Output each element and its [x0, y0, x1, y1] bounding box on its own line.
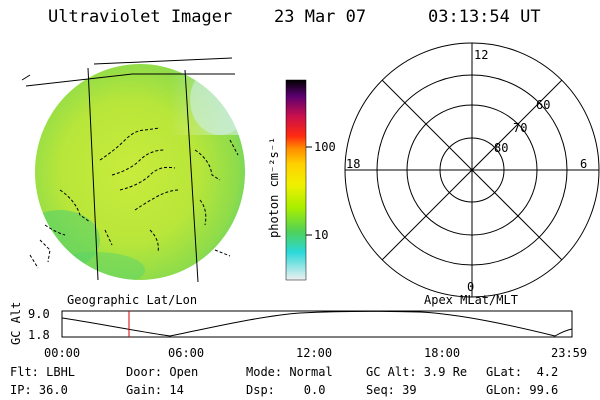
colorbar-tick-10: 10 [314, 228, 328, 242]
mlt-label-12: 12 [474, 48, 488, 62]
xtick-1800: 18:00 [424, 346, 460, 360]
mlat-label-80: 80 [494, 141, 508, 155]
mlt-label-18: 18 [346, 157, 360, 171]
gc-alt-axis-label: GC Alt [9, 302, 23, 345]
ytick-1-8: 1.8 [28, 328, 50, 342]
glon-info: GLon: 99.6 [486, 383, 559, 397]
colorbar-scale [285, 79, 307, 281]
ytick-9: 9.0 [28, 307, 50, 321]
dsp-info: Dsp: 0.0 [246, 383, 326, 397]
instrument-title: Ultraviolet Imager [48, 7, 233, 27]
filter-info: Flt: LBHL [10, 365, 76, 379]
xtick-0000: 00:00 [44, 346, 80, 360]
coastlines [29, 127, 239, 269]
glat-info: GLat: 4.2 [486, 365, 559, 379]
date-label: 23 Mar 07 [274, 7, 367, 27]
mlt-label-6: 6 [580, 157, 587, 171]
door-info: Door: Open [126, 365, 199, 379]
colorbar-tick-100: 100 [314, 140, 336, 154]
gc-alt-info: GC Alt: 3.9 Re [366, 365, 468, 379]
ip-info: IP: 36.0 [10, 383, 68, 397]
mlt-label-0: 0 [467, 280, 474, 294]
seq-info: Seq: 39 [366, 383, 417, 397]
gain-info: Gain: 14 [126, 383, 184, 397]
geographic-grid [21, 57, 235, 283]
xtick-0600: 06:00 [168, 346, 204, 360]
mlat-label-70: 70 [513, 121, 527, 135]
right-panel-caption: Apex MLat/MLT [424, 293, 518, 307]
left-panel-caption: Geographic Lat/Lon [67, 293, 197, 307]
xtick-2359: 23:59 [551, 346, 587, 360]
mode-info: Mode: Normal [246, 365, 333, 379]
mlat-label-60: 60 [536, 98, 550, 112]
time-label: 03:13:54 UT [428, 7, 541, 27]
colorbar-unit-label: photon cm⁻²s⁻¹ [267, 137, 281, 238]
xtick-1200: 12:00 [296, 346, 332, 360]
altitude-curve [61, 310, 573, 337]
